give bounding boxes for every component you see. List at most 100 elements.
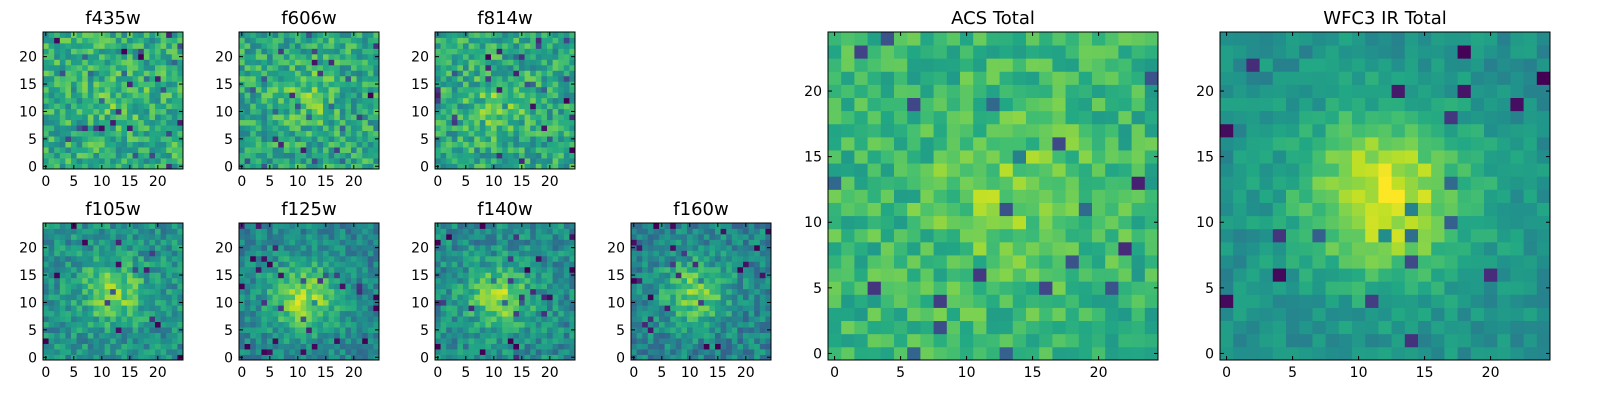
heatmap-cell: [709, 261, 716, 268]
heatmap-cell: [1105, 215, 1119, 230]
heatmap-cell: [463, 97, 469, 104]
heatmap-cell: [463, 283, 469, 290]
heatmap-cell: [692, 299, 699, 306]
heatmap-cell: [323, 321, 329, 328]
heatmap-cell: [300, 130, 307, 137]
heatmap-cell: [283, 250, 290, 257]
heatmap-cell: [48, 92, 55, 99]
heatmap-cell: [547, 125, 553, 132]
heatmap-cell: [43, 152, 49, 159]
heatmap-cell: [71, 349, 77, 355]
heatmap-cell: [328, 147, 335, 153]
heatmap-cell: [104, 108, 111, 115]
heatmap-cell: [558, 75, 565, 82]
heatmap-cell: [127, 349, 133, 355]
heatmap-cell: [345, 349, 352, 355]
heatmap-cell: [93, 81, 100, 88]
heatmap-cell: [468, 272, 475, 279]
heatmap-cell: [703, 294, 710, 301]
heatmap-cell: [999, 255, 1014, 269]
heatmap-cell: [155, 244, 161, 251]
heatmap-cell: [48, 37, 55, 44]
heatmap-cell: [513, 81, 520, 88]
heatmap-cell: [743, 305, 749, 312]
heatmap-cell: [502, 266, 509, 273]
heatmap-cell: [48, 81, 55, 88]
heatmap-cell: [451, 349, 458, 355]
heatmap-cell: [93, 125, 100, 132]
heatmap-cell: [867, 307, 882, 322]
heatmap-cell: [519, 75, 525, 82]
heatmap-cell: [479, 288, 486, 295]
heatmap-cell: [703, 255, 710, 262]
heatmap-cell: [1078, 333, 1093, 348]
heatmap-cell: [986, 307, 1000, 322]
heatmap-cell: [933, 202, 948, 217]
heatmap-cell: [631, 266, 637, 273]
heatmap-cell: [457, 81, 464, 88]
heatmap-cell: [451, 119, 458, 126]
heatmap-cell: [104, 310, 111, 317]
heatmap-cell: [491, 316, 497, 323]
heatmap-cell: [334, 158, 341, 164]
heatmap-cell: [642, 283, 649, 290]
heatmap-cell: [569, 228, 576, 235]
heatmap-cell: [295, 42, 301, 49]
heatmap-cell: [132, 239, 139, 246]
heatmap-cell: [278, 141, 285, 148]
heatmap-cell: [65, 114, 72, 121]
heatmap-cell: [71, 305, 77, 312]
heatmap-cell: [166, 343, 173, 350]
heatmap-cell: [171, 32, 178, 38]
heatmap-cell: [524, 64, 531, 71]
heatmap-cell: [323, 147, 329, 153]
heatmap-cell: [541, 152, 548, 159]
heatmap-cell: [474, 152, 481, 159]
heatmap-cell: [479, 64, 486, 71]
heatmap-cell: [59, 147, 66, 153]
heatmap-cell: [48, 239, 55, 246]
heatmap-cell: [692, 283, 699, 290]
heatmap-cell: [1078, 189, 1093, 203]
heatmap-cell: [127, 92, 133, 99]
heatmap-cell: [535, 108, 542, 115]
heatmap-cell: [440, 239, 447, 246]
heatmap-cell: [446, 250, 453, 257]
heatmap-cell: [502, 81, 509, 88]
heatmap-cell: [43, 321, 49, 328]
heatmap-cell: [1118, 307, 1132, 322]
heatmap-cell: [300, 321, 307, 328]
heatmap-cell: [547, 255, 553, 262]
heatmap-cell: [474, 48, 481, 55]
heatmap-cell: [65, 108, 72, 115]
heatmap-cell: [76, 228, 83, 235]
heatmap-cell: [715, 244, 721, 251]
heatmap-cell: [132, 53, 139, 60]
heatmap-cell: [127, 343, 133, 350]
heatmap-cell: [283, 244, 290, 251]
heatmap-cell: [485, 283, 492, 290]
heatmap-cell: [446, 70, 453, 77]
heatmap-cell: [155, 158, 161, 164]
heatmap-cell: [552, 103, 559, 110]
x-tick-label: 5: [69, 174, 78, 190]
heatmap-cell: [160, 163, 167, 170]
heatmap-cell: [93, 294, 100, 301]
heatmap-cell: [435, 310, 441, 317]
heatmap-cell: [513, 332, 520, 339]
heatmap-cell: [765, 310, 772, 317]
heatmap-cell: [317, 299, 324, 306]
heatmap-cell: [1118, 163, 1132, 177]
heatmap-cell: [1026, 320, 1040, 335]
heatmap-cell: [138, 250, 145, 257]
heatmap-cell: [547, 158, 553, 164]
heatmap-cell: [759, 310, 766, 317]
heatmap-cell: [345, 261, 352, 268]
heatmap-cell: [973, 307, 987, 322]
heatmap-cell: [754, 233, 761, 240]
heatmap-cell: [115, 299, 122, 306]
heatmap-cell: [457, 288, 464, 295]
heatmap-cell: [76, 152, 83, 159]
heatmap-cell: [334, 42, 341, 49]
heatmap-cell: [479, 158, 486, 164]
